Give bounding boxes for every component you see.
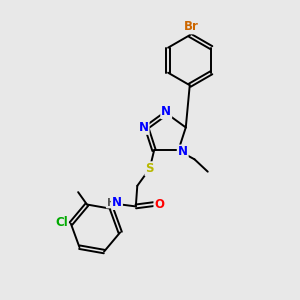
Text: H: H [107,198,116,208]
Text: Cl: Cl [55,216,68,229]
Text: O: O [154,198,164,211]
Text: N: N [112,196,122,209]
Text: Br: Br [184,20,199,33]
Text: N: N [139,121,148,134]
Text: S: S [146,162,154,175]
Text: N: N [178,146,188,158]
Text: N: N [161,105,171,118]
